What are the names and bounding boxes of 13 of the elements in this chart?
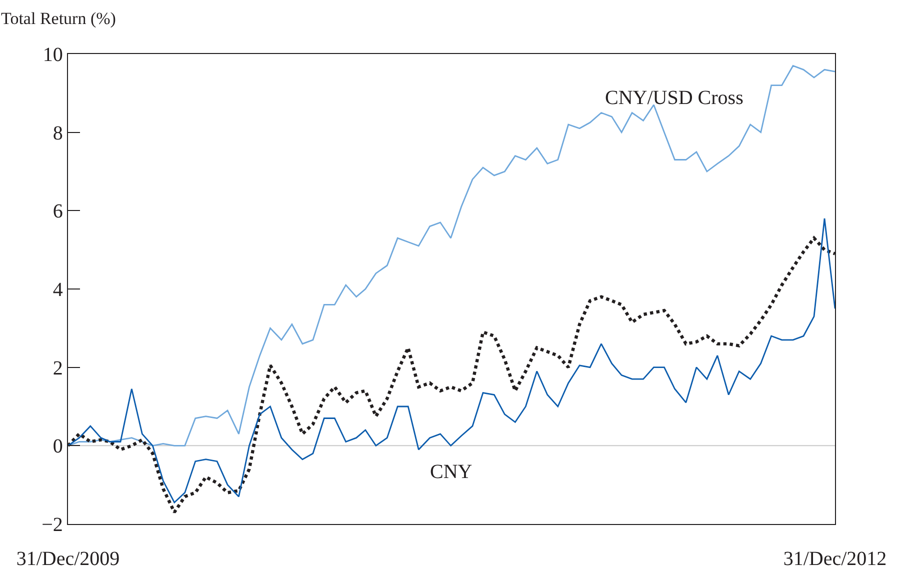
y-tick-label: 6 — [52, 200, 63, 223]
y-tick-label: 4 — [52, 279, 63, 301]
y-tick-label: 2 — [52, 357, 63, 380]
x-tick-label: 31/Dec/2012 — [783, 548, 887, 570]
y-tick-label: 0 — [52, 436, 63, 458]
y-tick-label: 8 — [52, 122, 63, 144]
y-tick-label: −2 — [42, 514, 63, 536]
line-series — [68, 65, 835, 446]
series-label: CNY/USD Cross — [605, 87, 744, 109]
x-tick-label: 31/Dec/2009 — [16, 548, 120, 570]
y-axis-title: Total Return (%) — [1, 9, 116, 28]
series-label: CNY — [430, 461, 472, 483]
y-tick-label: 10 — [42, 44, 63, 66]
